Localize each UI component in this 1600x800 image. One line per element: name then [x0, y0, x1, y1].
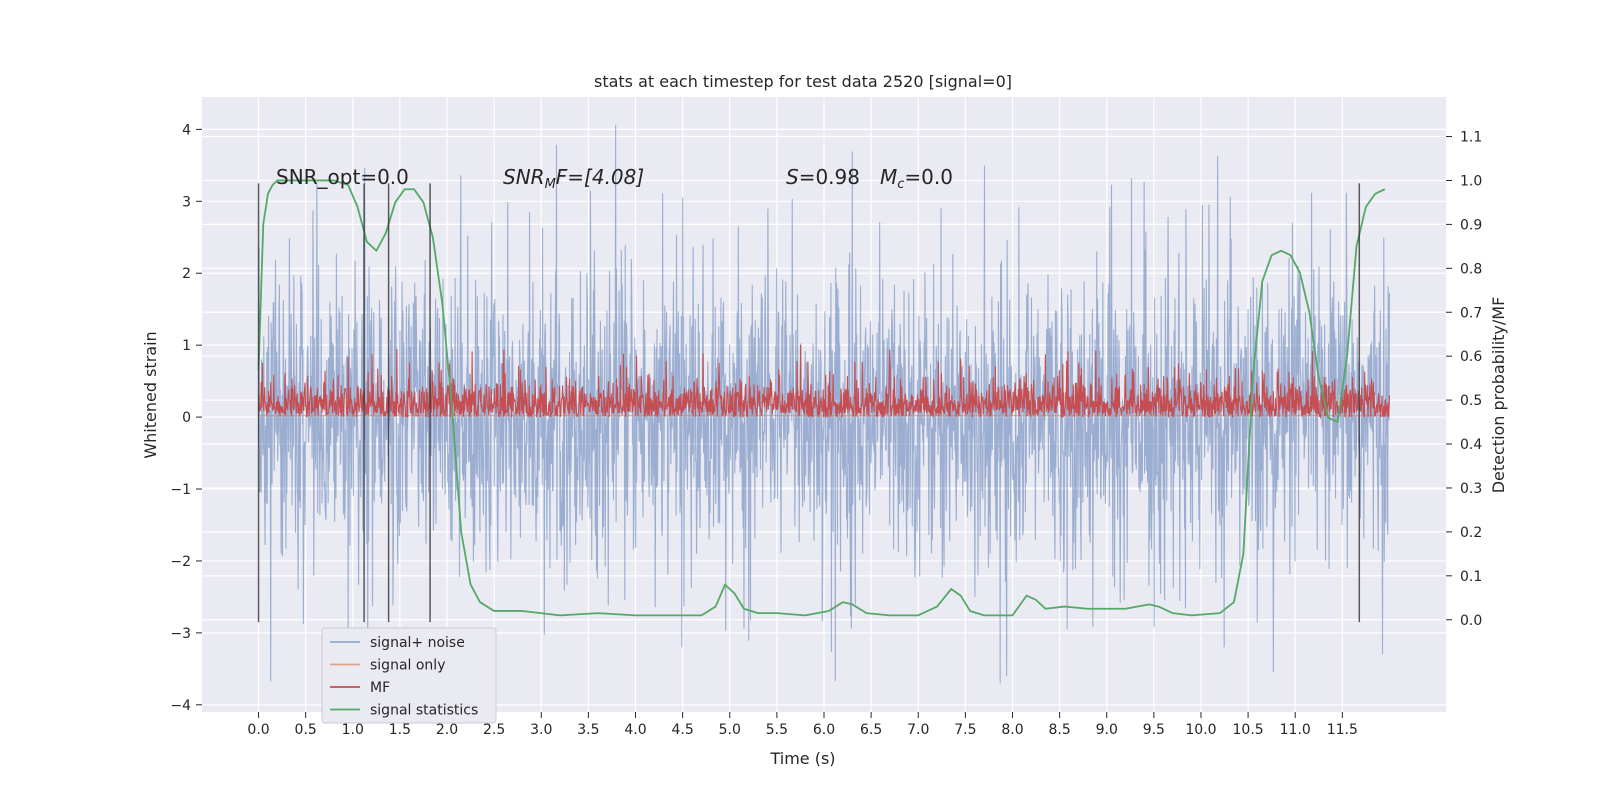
y-right-tick-label: 1.1 [1460, 130, 1482, 146]
y-right-tick-label: 0.2 [1460, 525, 1482, 541]
y-right-tick-label: 0.4 [1460, 437, 1482, 453]
snr-mf-annotation: SNRMF=[4.08] [503, 165, 644, 192]
x-tick-label: 5.0 [719, 722, 741, 738]
y-right-tick-label: 0.7 [1460, 305, 1482, 321]
mc-value: =0.0 [904, 165, 953, 189]
y-axis-label: Whitened strain [141, 331, 160, 458]
y-right-tick-label: 0.3 [1460, 481, 1482, 497]
x-tick-label: 10.0 [1185, 722, 1216, 738]
y-right-tick-label: 1.0 [1460, 173, 1482, 189]
s-annotation: S=0.98 [786, 165, 860, 189]
x-tick-label: 1.0 [342, 722, 364, 738]
y-right-tick-label: 0.9 [1460, 217, 1482, 233]
x-tick-label: 9.0 [1096, 722, 1118, 738]
legend-label: MF [370, 680, 390, 696]
legend-label: signal only [370, 658, 445, 674]
series-mf-line [258, 344, 1390, 418]
mc-variable: M [880, 165, 897, 189]
y-right-tick-label: 0.1 [1460, 569, 1482, 585]
x-tick-label: 3.0 [530, 722, 552, 738]
mc-annotation: Mc=0.0 [880, 165, 953, 192]
y-tick-label: −4 [170, 698, 191, 714]
x-axis-label: Time (s) [769, 749, 835, 768]
y-tick-label: 2 [182, 266, 191, 282]
series-layer [257, 124, 1390, 684]
x-tick-label: 9.5 [1143, 722, 1165, 738]
x-ticks: 0.0 0.5 1.0 1.5 2.0 2.5 3.0 3.5 4.0 4.5 5.0 5.5 6.0 6… [247, 712, 1358, 738]
snr-opt-annotation: SNR_opt=0.0 [276, 165, 409, 189]
legend-label: signal statistics [370, 703, 478, 719]
snr-mf-prefix: SNR [503, 165, 545, 189]
y-tick-label: 0 [182, 410, 191, 426]
x-tick-label: 4.0 [624, 722, 646, 738]
y-right-tick-label: 0.0 [1460, 613, 1482, 629]
snr-mf-subscript: M [545, 177, 556, 192]
chart-title: stats at each timestep for test data 252… [594, 72, 1012, 91]
y-tick-label: −2 [170, 554, 191, 570]
x-tick-label: 8.0 [1001, 722, 1023, 738]
x-tick-label: 10.5 [1233, 722, 1264, 738]
y-tick-label: −3 [170, 626, 191, 642]
vertical-markers [257, 183, 1361, 623]
y-tick-label: −1 [170, 482, 191, 498]
x-tick-label: 2.0 [436, 722, 458, 738]
x-tick-label: 7.5 [954, 722, 976, 738]
x-tick-label: 2.5 [483, 722, 505, 738]
x-tick-label: 11.5 [1327, 722, 1358, 738]
y-right-tick-label: 0.8 [1460, 261, 1482, 277]
y-right-tick-label: 0.5 [1460, 393, 1482, 409]
x-tick-label: 6.0 [813, 722, 835, 738]
x-tick-label: 11.0 [1280, 722, 1311, 738]
x-tick-label: 4.5 [672, 722, 694, 738]
snr-mf-suffix: F=[4.08] [556, 165, 644, 189]
s-value: =0.98 [799, 165, 860, 189]
y-tick-label: 3 [182, 194, 191, 210]
left-y-ticks: −4 −3 −2 −1 0 1 2 3 4 [170, 122, 202, 714]
x-tick-label: 0.0 [247, 722, 269, 738]
y-right-axis-label: Detection probability/MF [1489, 297, 1508, 494]
legend-box [321, 627, 497, 724]
x-tick-label: 1.5 [389, 722, 411, 738]
y-tick-label: 4 [182, 122, 191, 138]
mc-subscript: c [897, 177, 904, 192]
right-y-ticks: 0.0 0.1 0.2 0.3 0.4 0.5 0.6 0.7 0.8 0.9 1.0 1.1 [1446, 130, 1482, 629]
x-tick-label: 6.5 [860, 722, 882, 738]
x-tick-label: 8.5 [1048, 722, 1070, 738]
series-signal-statistics-line [257, 179, 1386, 617]
x-tick-label: 7.0 [907, 722, 929, 738]
x-tick-label: 5.5 [766, 722, 788, 738]
legend-label: signal+ noise [370, 635, 465, 651]
legend: signal+ noise signal only MF signal statist… [321, 627, 497, 724]
y-tick-label: 1 [182, 338, 191, 354]
s-variable: S [786, 165, 799, 189]
x-tick-label: 3.5 [577, 722, 599, 738]
y-right-tick-label: 0.6 [1460, 349, 1482, 365]
x-tick-label: 0.5 [295, 722, 317, 738]
